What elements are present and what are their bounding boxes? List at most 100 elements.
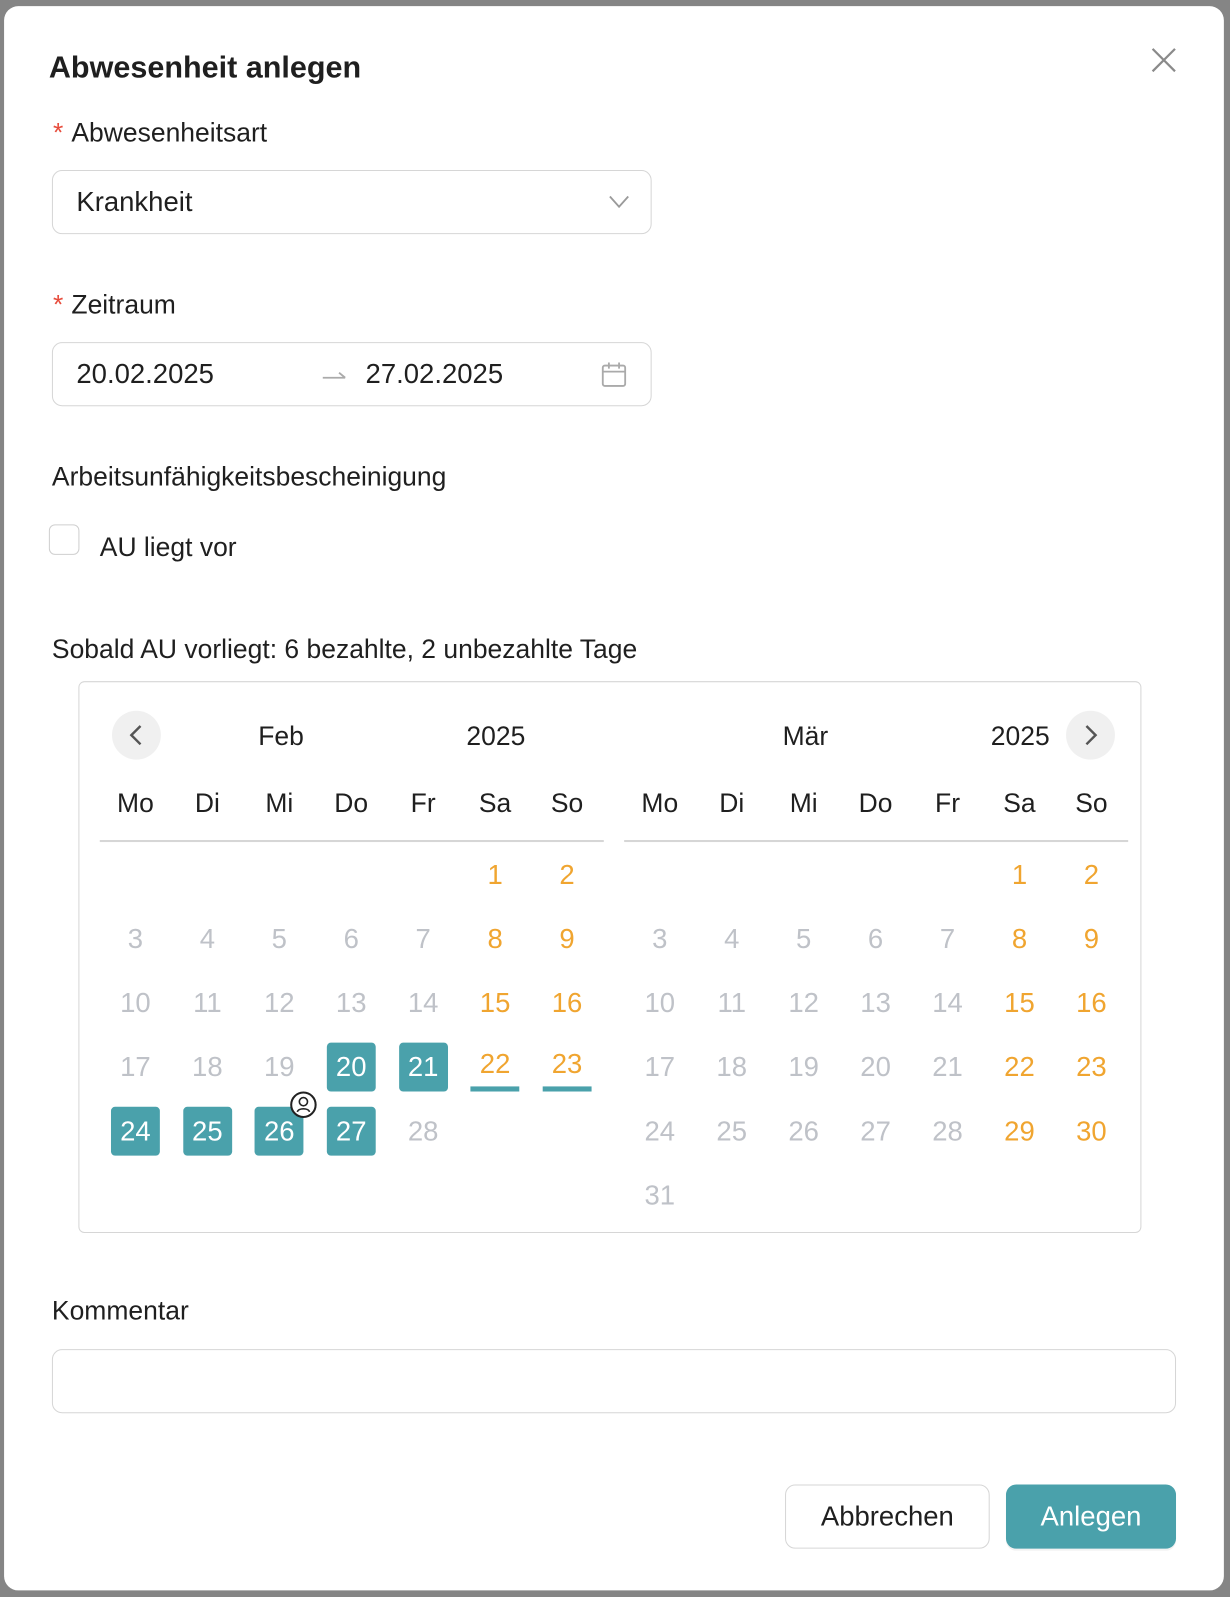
calendar-day-selected[interactable]: 27 <box>326 1106 376 1156</box>
calendar-day[interactable]: 12 <box>788 987 819 1018</box>
calendar-day[interactable]: 23 <box>1076 1051 1107 1082</box>
calendar-day[interactable]: 10 <box>120 987 151 1018</box>
close-icon[interactable] <box>1149 45 1180 76</box>
calendar-day[interactable]: 6 <box>867 922 884 954</box>
absence-type-label: * Abwesenheitsart <box>53 117 267 149</box>
arrow-right-icon <box>322 371 346 379</box>
user-circle-icon <box>289 1090 318 1124</box>
calendar-day[interactable]: 16 <box>551 987 583 1018</box>
calendar-day[interactable]: 6 <box>343 922 359 954</box>
calendar-day[interactable]: 18 <box>716 1051 748 1082</box>
weekday-header: Mi <box>265 787 294 819</box>
au-checkbox[interactable] <box>48 524 80 555</box>
submit-button[interactable]: Anlegen <box>1005 1484 1177 1549</box>
weekday-header: Di <box>194 787 220 819</box>
dialog-title: Abwesenheit anlegen <box>48 50 362 85</box>
calendar-day[interactable]: 15 <box>479 987 511 1018</box>
weekday-header: Mo <box>641 787 679 819</box>
period-range-picker[interactable]: 20.02.2025 27.02.2025 <box>51 342 652 407</box>
calendar-day[interactable]: 23 <box>542 1043 592 1092</box>
calendar-day[interactable]: 5 <box>271 922 287 954</box>
chevron-left-icon <box>129 725 142 746</box>
period-end-input[interactable]: 27.02.2025 <box>365 358 504 389</box>
calendar-day[interactable]: 21 <box>932 1051 963 1082</box>
calendar-day[interactable]: 9 <box>559 922 575 954</box>
au-checkbox-label[interactable]: AU liegt vor <box>99 531 237 563</box>
calendar-day[interactable]: 5 <box>796 922 812 954</box>
calendar-day[interactable]: 7 <box>415 922 431 954</box>
calendar-day[interactable]: 8 <box>487 922 503 954</box>
calendar-day[interactable]: 12 <box>263 987 295 1018</box>
calendar-day-selected[interactable]: 25 <box>182 1106 232 1156</box>
calendar-day[interactable]: 25 <box>716 1115 748 1146</box>
calendar-day[interactable]: 19 <box>788 1051 819 1082</box>
comment-label: Kommentar <box>51 1295 189 1326</box>
calendar-header-divider <box>99 840 604 842</box>
calendar-day-selected[interactable]: 24 <box>110 1106 160 1156</box>
calendar-day[interactable]: 14 <box>932 987 963 1018</box>
calendar-day[interactable]: 3 <box>652 922 668 954</box>
calendar-day[interactable]: 11 <box>717 987 746 1018</box>
month-label[interactable]: Feb <box>258 720 304 751</box>
month-label[interactable]: Mär <box>782 720 829 751</box>
calendar-day[interactable]: 2 <box>559 858 575 890</box>
next-month-button[interactable] <box>1066 710 1115 760</box>
comment-input[interactable] <box>51 1349 1177 1414</box>
calendar-day[interactable]: 17 <box>644 1051 676 1082</box>
calendar-day[interactable]: 4 <box>724 922 740 954</box>
calendar-day[interactable]: 15 <box>1004 987 1035 1018</box>
absence-type-label-text: Abwesenheitsart <box>71 117 268 148</box>
period-label: * Zeitraum <box>53 289 176 321</box>
calendar-day[interactable]: 28 <box>407 1115 439 1146</box>
calendar-day[interactable]: 19 <box>263 1051 295 1082</box>
calendar-day[interactable]: 1 <box>1011 858 1028 890</box>
calendar-day[interactable]: 13 <box>335 987 367 1018</box>
absence-type-value: Krankheit <box>76 186 193 217</box>
calendar-day[interactable]: 26 <box>788 1115 819 1146</box>
calendar-day[interactable]: 3 <box>127 922 144 954</box>
calendar-day[interactable]: 27 <box>860 1115 891 1146</box>
calendar-day[interactable]: 22 <box>1004 1051 1035 1082</box>
required-mark: * <box>52 289 64 320</box>
weekday-header: Fr <box>935 787 961 819</box>
calendar-icon <box>601 362 627 387</box>
calendar-day[interactable]: 24 <box>644 1115 676 1146</box>
chevron-right-icon <box>1085 725 1098 746</box>
calendar-day[interactable]: 11 <box>193 987 222 1018</box>
calendar-day[interactable]: 17 <box>120 1051 151 1082</box>
period-start-input[interactable]: 20.02.2025 <box>76 358 214 389</box>
absence-type-select[interactable]: Krankheit <box>51 170 652 235</box>
calendar-day[interactable]: 31 <box>644 1179 676 1211</box>
weekday-header: Sa <box>478 787 512 819</box>
calendar-day[interactable]: 1 <box>487 858 503 890</box>
weekday-header: Di <box>719 787 745 819</box>
weekday-header: Do <box>334 787 369 819</box>
calendar-day[interactable]: 29 <box>1004 1115 1035 1146</box>
calendar-day[interactable]: 18 <box>192 1051 223 1082</box>
calendar-day[interactable]: 30 <box>1076 1115 1107 1146</box>
calendar-header-divider <box>624 840 1129 842</box>
range-calendar <box>78 681 1142 1234</box>
calendar-day[interactable]: 13 <box>860 987 891 1018</box>
au-section-label: Arbeitsunfähigkeitsbescheinigung <box>51 461 447 492</box>
calendar-day[interactable]: 28 <box>932 1115 963 1146</box>
period-label-text: Zeitraum <box>71 289 176 320</box>
year-label[interactable]: 2025 <box>990 720 1050 751</box>
calendar-day[interactable]: 9 <box>1083 922 1100 954</box>
calendar-day[interactable]: 7 <box>939 922 956 954</box>
prev-month-button[interactable] <box>112 710 161 760</box>
calendar-day[interactable]: 2 <box>1083 858 1100 890</box>
calendar-day[interactable]: 4 <box>199 922 215 954</box>
calendar-day-selected[interactable]: 20 <box>326 1042 376 1092</box>
required-mark: * <box>52 117 64 148</box>
cancel-button[interactable]: Abbrechen <box>785 1484 990 1549</box>
weekday-header: So <box>550 787 584 819</box>
calendar-day[interactable]: 14 <box>407 987 439 1018</box>
calendar-day[interactable]: 10 <box>644 987 676 1018</box>
calendar-day[interactable]: 22 <box>470 1043 520 1092</box>
calendar-day[interactable]: 20 <box>860 1051 891 1082</box>
calendar-day[interactable]: 8 <box>1011 922 1028 954</box>
year-label[interactable]: 2025 <box>466 720 526 751</box>
calendar-day-selected[interactable]: 21 <box>398 1042 448 1092</box>
calendar-day[interactable]: 16 <box>1076 987 1107 1018</box>
